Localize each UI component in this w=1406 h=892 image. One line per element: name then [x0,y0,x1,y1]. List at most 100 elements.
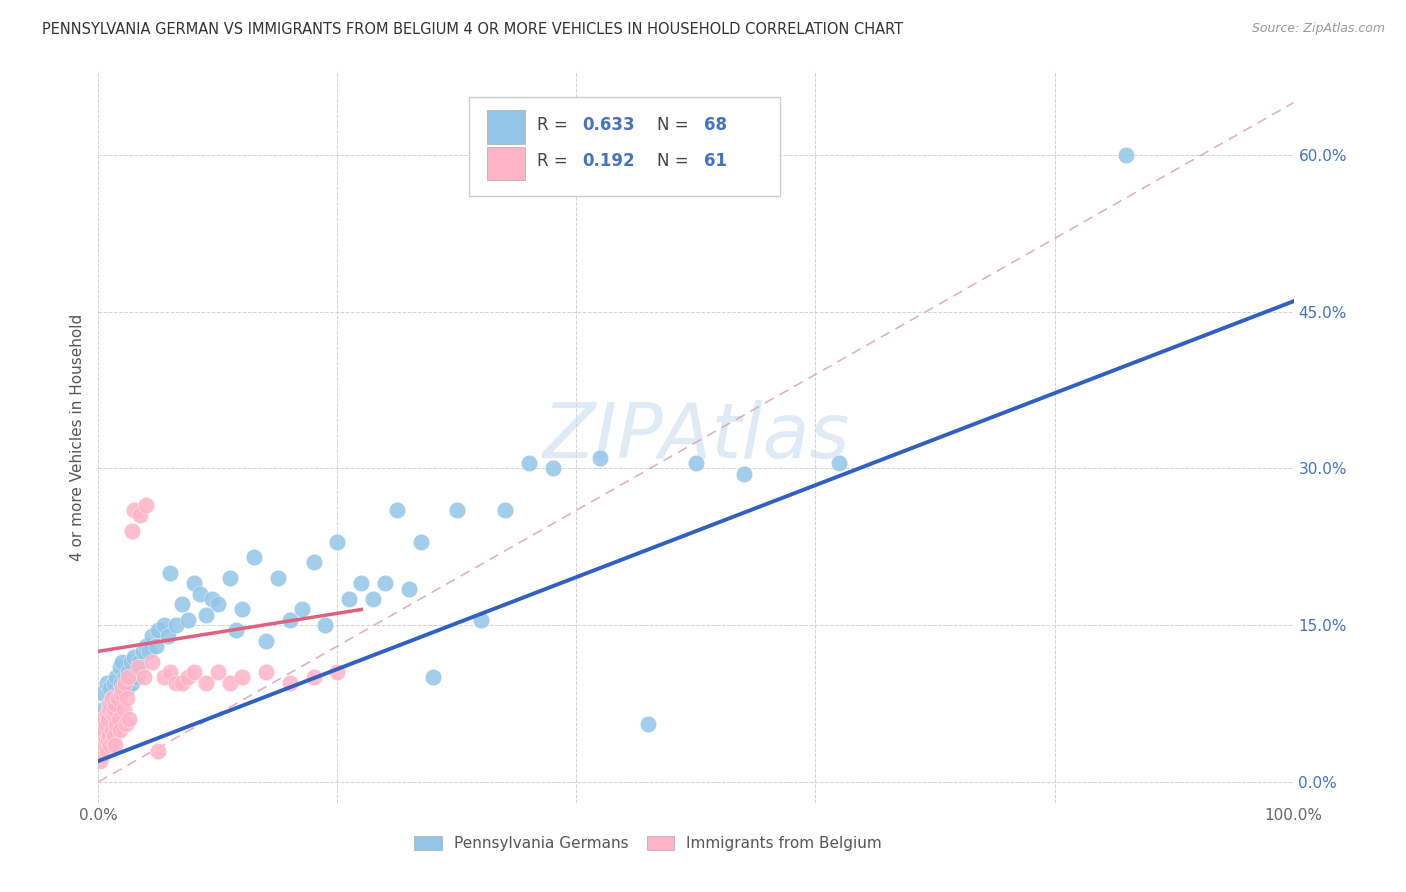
Point [96,743,118,757]
Point [111,655,134,669]
Point [108,723,131,737]
Point [98,739,122,753]
Point [115,691,138,706]
Point [110,675,132,690]
FancyBboxPatch shape [470,97,780,195]
Point [118,712,141,726]
Point [105,670,128,684]
Point [326,665,349,680]
Point [103,702,125,716]
Point [110,686,132,700]
Point [385,503,409,517]
Point [98,702,121,716]
Point [291,602,314,616]
Point [91,712,114,726]
Point [494,503,516,517]
Point [107,691,129,706]
Point [121,675,143,690]
Point [207,597,229,611]
Point [156,629,179,643]
Point [517,456,540,470]
Point [97,733,120,747]
Point [104,697,127,711]
Point [188,587,211,601]
Text: N =: N = [657,116,693,134]
Point [411,534,433,549]
Point [828,456,851,470]
Text: Source: ZipAtlas.com: Source: ZipAtlas.com [1251,22,1385,36]
Point [589,450,612,465]
Point [350,576,373,591]
Point [94,717,117,731]
Point [114,670,136,684]
FancyBboxPatch shape [486,110,524,144]
Point [91,748,114,763]
Point [315,618,337,632]
Point [125,670,148,684]
Point [172,597,194,611]
Point [132,670,155,684]
Point [107,712,129,726]
Point [117,670,139,684]
Point [114,675,136,690]
Point [339,592,361,607]
Point [115,717,138,731]
Point [127,660,149,674]
Point [141,629,163,643]
Text: 0.633: 0.633 [582,116,636,134]
Point [91,717,114,731]
Point [98,697,121,711]
Point [120,655,142,669]
Point [219,675,242,690]
Point [153,670,176,684]
Point [129,660,152,674]
Point [446,503,468,517]
Point [93,702,115,716]
Text: 61: 61 [704,153,727,170]
Point [98,681,122,695]
Point [94,733,117,747]
Point [104,739,127,753]
Text: 0.192: 0.192 [582,153,636,170]
Point [541,461,564,475]
Point [278,675,301,690]
Point [159,566,181,580]
Point [165,675,187,690]
Point [195,675,218,690]
Point [101,691,124,706]
Point [363,592,385,607]
Point [96,675,118,690]
Point [141,655,163,669]
Point [96,706,118,721]
Point [231,670,253,684]
Text: 68: 68 [704,116,727,134]
Point [470,613,492,627]
Point [121,524,143,538]
Point [135,639,157,653]
Point [129,508,152,523]
Point [326,534,349,549]
Point [107,686,129,700]
Point [374,576,396,591]
Point [112,702,135,716]
Point [278,613,301,627]
FancyBboxPatch shape [486,146,524,180]
Point [1115,148,1137,162]
Point [97,712,120,726]
Point [165,618,187,632]
Point [90,739,112,753]
Point [138,644,160,658]
Text: R =: R = [537,153,574,170]
Point [103,675,125,690]
Point [135,498,157,512]
Point [225,624,247,638]
Point [733,467,755,481]
Y-axis label: 4 or more Vehicles in Household: 4 or more Vehicles in Household [69,313,84,561]
Point [195,607,218,622]
Point [219,571,242,585]
Point [148,624,170,638]
Point [111,681,134,695]
Point [302,556,325,570]
Point [124,503,146,517]
Point [172,675,194,690]
